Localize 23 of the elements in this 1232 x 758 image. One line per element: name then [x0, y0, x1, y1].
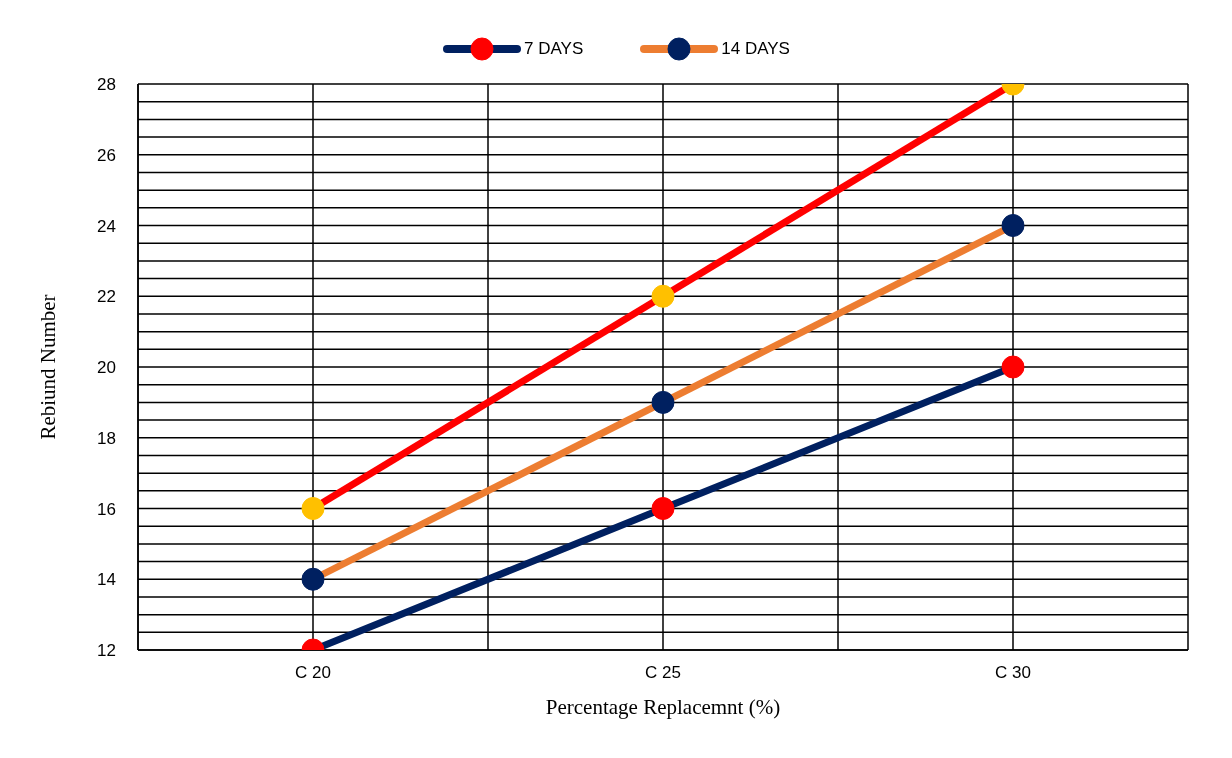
point [301, 567, 325, 591]
x-tick-label: C 20 [295, 663, 331, 683]
y-tick-label: 18 [97, 428, 116, 448]
x-axis-title: Percentage Replacemnt (%) [545, 695, 781, 719]
point [651, 284, 675, 308]
y-tick-label: 12 [97, 641, 116, 661]
legend-label: 7 DAYS [524, 39, 584, 59]
legend-label: 14 DAYS [721, 39, 790, 59]
y-tick-label: 16 [97, 499, 116, 519]
y-tick-label: 24 [97, 216, 116, 236]
x-tick-label: C 30 [995, 663, 1031, 683]
y-tick-label: 28 [97, 75, 116, 95]
y-tick-label: 14 [97, 570, 116, 590]
point [1001, 355, 1025, 379]
y-tick-label: 26 [97, 145, 116, 165]
point [1001, 214, 1025, 237]
point [301, 497, 325, 520]
y-tick-label: 20 [97, 358, 116, 378]
point [651, 390, 675, 414]
y-axis-title: Rebiund Number [36, 294, 61, 440]
point [651, 497, 675, 520]
y-tick-label: 22 [97, 287, 116, 307]
x-tick-label: C 25 [645, 663, 681, 683]
